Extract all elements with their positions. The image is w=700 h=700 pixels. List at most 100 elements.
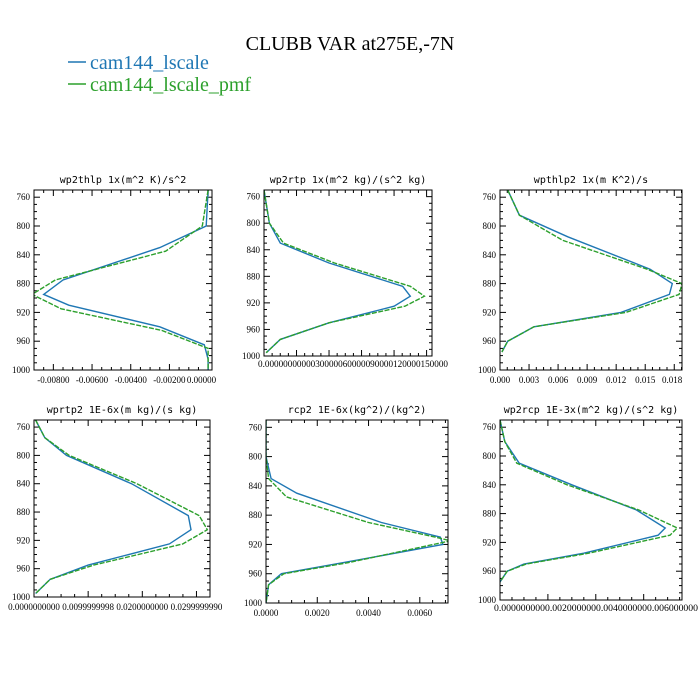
x-tick-label: 0.009	[577, 375, 598, 385]
x-tick-label: 0.0200000000	[116, 602, 168, 612]
series-line-pmf	[34, 420, 209, 595]
series-line-pmf	[501, 190, 682, 353]
y-tick-label: 760	[249, 422, 263, 432]
x-tick-label: 0.012	[606, 375, 626, 385]
panel-title-5: wp2rcp 1E-3x(m^2 kg)/(s^2 kg)	[504, 405, 679, 416]
series-line-lscale	[266, 420, 444, 603]
x-tick-label: -0.00400	[115, 375, 148, 385]
y-tick-label: 1000	[478, 595, 497, 605]
series-line-pmf	[34, 190, 209, 370]
plot-frame	[499, 189, 683, 371]
y-tick-label: 1000	[244, 598, 263, 608]
panel-title-1: wp2rtp 1x(m^2 kg)/(s^2 kg)	[270, 175, 427, 186]
y-tick-label: 920	[483, 537, 497, 547]
y-tick-label: 1000	[12, 592, 31, 602]
y-tick-label: 960	[247, 324, 261, 334]
y-tick-label: 840	[483, 480, 497, 490]
y-tick-label: 1000	[12, 365, 31, 375]
y-tick-label: 840	[483, 250, 497, 260]
y-tick-label: 880	[483, 279, 497, 289]
panel-4: rcp2 1E-6x(kg^2)/(kg^2) 760 800 840 880 920 96…	[244, 405, 449, 618]
y-tick-label: 800	[17, 450, 31, 460]
series-line-lscale	[501, 190, 674, 353]
plot-frame	[33, 189, 213, 371]
x-tick-label: 0.0000	[254, 608, 279, 618]
legend-label-1: cam144_lscale_pmf	[90, 74, 251, 96]
x-tick-label: 0.003	[519, 375, 540, 385]
y-tick-label: 840	[249, 481, 263, 491]
y-tick-label: 1000	[478, 365, 497, 375]
y-tick-label: 840	[17, 250, 31, 260]
panel-5: wp2rcp 1E-3x(m^2 kg)/(s^2 kg) 760 800 840 88…	[478, 405, 699, 613]
plot-frame	[265, 419, 449, 604]
y-tick-label: 960	[249, 569, 263, 579]
panel-1: wp2rtp 1x(m^2 kg)/(s^2 kg) 760 800 840 880 92…	[242, 175, 449, 369]
x-tick-label: 0.015	[635, 375, 656, 385]
x-tick-label: 0.0299999990	[171, 602, 223, 612]
y-tick-label: 840	[247, 245, 261, 255]
series-line-lscale	[264, 190, 412, 354]
series-line-lscale	[34, 420, 192, 595]
y-tick-label: 880	[483, 509, 497, 519]
y-tick-label: 1000	[242, 351, 261, 361]
y-tick-label: 800	[483, 451, 497, 461]
plot-frame	[499, 419, 683, 601]
legend: cam144_lscale cam144_lscale_pmf	[68, 52, 251, 96]
x-tick-label: 0.0060	[407, 608, 432, 618]
panel-title-2: wpthlp2 1x(m K^2)/s	[534, 175, 648, 186]
panel-title-3: wprtp2 1E-6x(m kg)/(s kg)	[47, 405, 198, 416]
x-tick-label: 0.0040	[356, 608, 381, 618]
figure-title: CLUBB VAR at275E,-7N	[246, 33, 455, 55]
y-tick-label: 960	[17, 564, 31, 574]
y-tick-label: 960	[483, 336, 497, 346]
y-tick-label: 960	[17, 336, 31, 346]
y-tick-label: 920	[17, 307, 31, 317]
plot-frame	[263, 189, 433, 357]
y-tick-label: 800	[17, 221, 31, 231]
y-tick-label: 920	[249, 539, 263, 549]
x-tick-label: 0.0020	[305, 608, 330, 618]
series-line-lscale	[42, 190, 209, 370]
x-tick-label: -0.00200	[153, 375, 186, 385]
x-tick-label: 0.00000	[187, 375, 217, 385]
panel-0: wp2thlp 1x(m^2 K)/s^2 760 800 840 880 920 960 1…	[12, 175, 217, 385]
y-tick-label: 800	[483, 221, 497, 231]
x-tick-label: 0.0000000000	[8, 602, 60, 612]
panel-title-0: wp2thlp 1x(m^2 K)/s^2	[60, 175, 186, 186]
y-tick-label: 800	[249, 452, 263, 462]
x-tick-label: -0.00600	[76, 375, 109, 385]
legend-label-0: cam144_lscale	[90, 52, 209, 74]
series-line-pmf	[266, 420, 448, 603]
panel-3: wprtp2 1E-6x(m kg)/(s kg) 760 800 840 880 920…	[8, 405, 223, 612]
x-tick-label: 0.0000000000.0020000000.0040000000.00600…	[494, 603, 699, 613]
plot-frame	[33, 419, 211, 598]
x-tick-label: 0.0099999998	[62, 602, 114, 612]
y-tick-label: 760	[17, 192, 31, 202]
series-line-pmf	[500, 420, 679, 583]
y-tick-label: 880	[17, 507, 31, 517]
y-tick-label: 760	[483, 422, 497, 432]
y-tick-label: 800	[247, 218, 261, 228]
x-tick-label: 0.018	[662, 375, 683, 385]
x-tick-label: 0.000	[490, 375, 511, 385]
y-tick-label: 840	[17, 479, 31, 489]
y-tick-label: 760	[17, 422, 31, 432]
series-line-pmf	[264, 190, 426, 354]
x-tick-label: 0.006	[548, 375, 569, 385]
y-tick-label: 920	[17, 535, 31, 545]
y-tick-label: 920	[483, 307, 497, 317]
y-tick-label: 920	[247, 298, 261, 308]
y-tick-label: 760	[247, 192, 261, 202]
series-line-lscale	[500, 420, 667, 583]
x-tick-label: 0.00000000000300000600000900001200001500…	[258, 359, 449, 369]
panels: wp2thlp 1x(m^2 K)/s^2 760 800 840 880 920 960 1…	[8, 175, 698, 618]
y-tick-label: 880	[249, 510, 263, 520]
y-tick-label: 960	[483, 566, 497, 576]
y-tick-label: 880	[247, 271, 261, 281]
x-tick-label: -0.00800	[37, 375, 70, 385]
y-tick-label: 880	[17, 279, 31, 289]
y-tick-label: 760	[483, 192, 497, 202]
panel-title-4: rcp2 1E-6x(kg^2)/(kg^2)	[288, 405, 426, 416]
panel-2: wpthlp2 1x(m K^2)/s 760 800 840 880 920 960 100…	[478, 175, 683, 385]
